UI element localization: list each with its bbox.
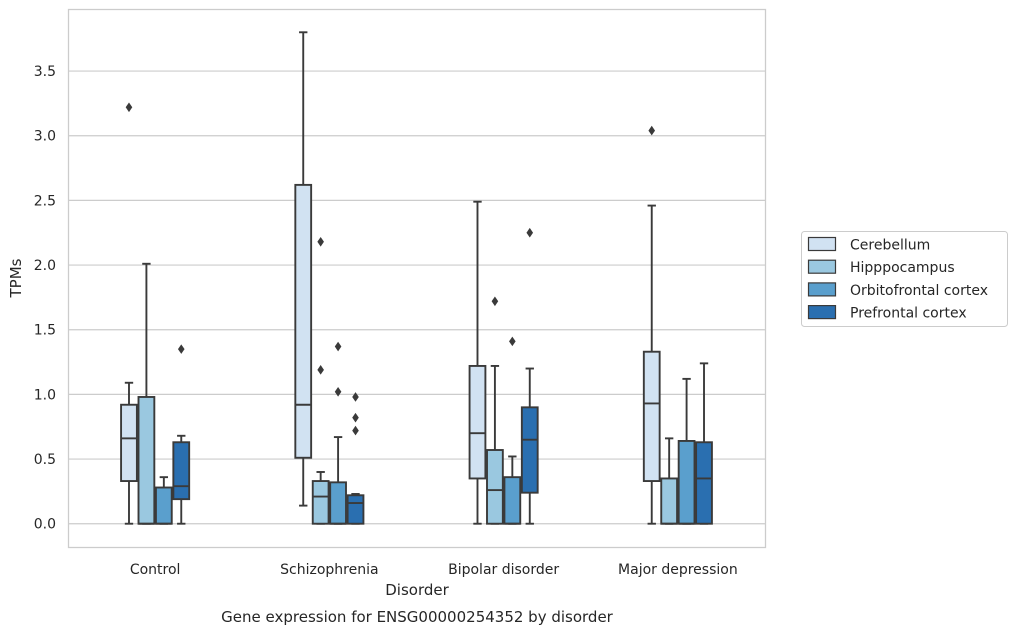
x-tick-label: Bipolar disorder — [448, 562, 559, 578]
legend-swatch — [807, 305, 837, 320]
box-plots — [120, 31, 713, 525]
legend-swatch — [807, 259, 837, 274]
x-axis-label: Disorder — [385, 581, 449, 599]
y-tick-label: 2.5 — [34, 193, 56, 209]
box-3-2 — [677, 377, 696, 525]
legend-label: Orbitofrontal cortex — [850, 283, 988, 299]
outlier-point — [334, 341, 342, 352]
outlier-point — [352, 425, 359, 436]
y-tick-label: 0.0 — [34, 517, 56, 533]
x-tick-label: Major depression — [618, 562, 738, 578]
box — [660, 477, 679, 525]
plot-area-frame — [67, 8, 767, 549]
y-tick-label: 2.0 — [34, 258, 56, 274]
box-3-0 — [642, 125, 661, 525]
x-tick-label: Control — [130, 562, 181, 578]
y-tick-label: 0.5 — [34, 452, 56, 468]
outlier-point — [526, 227, 534, 238]
box-3-3 — [695, 362, 713, 525]
outlier-point — [334, 387, 342, 397]
box — [695, 441, 713, 525]
box — [329, 481, 347, 525]
y-tick-label: 3.0 — [34, 129, 56, 145]
legend-frame — [801, 231, 1008, 327]
box-3-1 — [660, 437, 679, 525]
box — [486, 449, 504, 525]
legend-label: Cerebellum — [850, 238, 930, 254]
y-tick-label: 1.0 — [34, 387, 56, 403]
x-tick-labels: Control Schizophrenia Bipolar disorder Majo… — [130, 562, 738, 578]
legend-label: Hipppocampus — [850, 260, 955, 276]
box-2-1 — [486, 296, 504, 525]
outlier-point — [352, 412, 359, 423]
y-tick-labels: 0.0 0.5 1.0 1.5 2.0 2.5 3.0 3.5 — [34, 64, 56, 533]
legend-label: Prefrontal cortex — [850, 306, 967, 322]
box — [503, 476, 522, 525]
box — [520, 406, 539, 494]
outlier-point — [352, 392, 359, 402]
box-1-1 — [311, 236, 330, 525]
box — [172, 441, 191, 501]
box — [120, 403, 138, 482]
legend: Cerebellum Hipppocampus Orbitofrontal cort… — [801, 231, 1008, 327]
chart-title: Gene expression for ENSG00000254352 by d… — [221, 608, 614, 626]
box-0-1 — [137, 262, 156, 525]
box — [346, 494, 365, 525]
box-2-2 — [503, 336, 522, 525]
box — [468, 364, 487, 480]
box-2-3 — [520, 227, 539, 525]
x-tick-label: Schizophrenia — [280, 562, 378, 578]
outlier-point — [177, 344, 185, 354]
box-0-3 — [172, 344, 191, 525]
y-axis-label: TPMs — [7, 258, 25, 298]
box-1-2 — [329, 341, 347, 525]
box-0-0 — [120, 102, 138, 525]
outlier-point — [509, 336, 516, 347]
box — [642, 350, 661, 482]
y-tick-label: 1.5 — [34, 323, 56, 339]
box — [677, 440, 696, 525]
y-tick-label: 3.5 — [34, 64, 56, 80]
box — [154, 486, 173, 525]
outlier-point — [648, 125, 656, 136]
outlier-point — [491, 296, 499, 307]
box — [311, 480, 330, 525]
box-0-2 — [154, 476, 173, 525]
outlier-point — [317, 236, 324, 247]
outlier-point — [317, 365, 324, 375]
legend-swatch — [807, 282, 837, 297]
outlier-point — [125, 102, 133, 113]
legend-swatch — [807, 236, 837, 252]
box-1-0 — [294, 31, 313, 507]
box — [294, 183, 313, 459]
box-2-0 — [468, 200, 487, 525]
box-1-3 — [346, 392, 365, 525]
box — [137, 396, 156, 525]
